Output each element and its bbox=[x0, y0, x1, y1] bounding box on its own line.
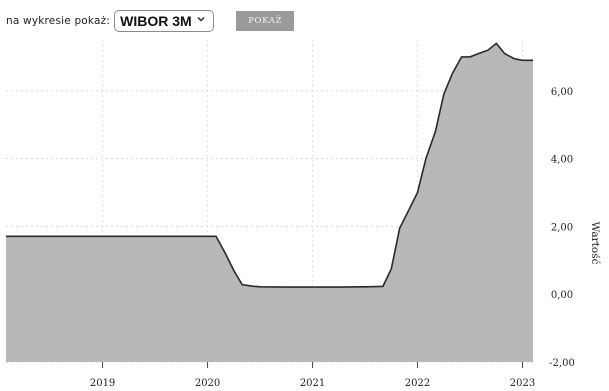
y-tick-label: 2,00 bbox=[551, 222, 573, 233]
series-area bbox=[6, 43, 533, 363]
y-tick-label: 6,00 bbox=[551, 87, 573, 98]
x-tick-label: 2020 bbox=[195, 378, 220, 389]
y-axis-ticks: -2,00 0,00 2,00 4,00 6,00 bbox=[549, 87, 575, 369]
show-button[interactable]: POKAŻ bbox=[236, 11, 295, 31]
indicator-select-value: WIBOR 3M bbox=[120, 13, 192, 29]
show-on-chart-label: na wykresie pokaż: bbox=[6, 15, 111, 27]
y-tick-label: 4,00 bbox=[551, 155, 573, 166]
chevron-down-icon bbox=[197, 17, 205, 22]
x-axis-ticks: 2019 2020 2021 2022 2023 bbox=[90, 362, 535, 389]
x-tick-label: 2021 bbox=[300, 378, 325, 389]
chart-controls: na wykresie pokaż: WIBOR 3M POKAŻ bbox=[6, 8, 295, 34]
x-tick-label: 2022 bbox=[405, 378, 430, 389]
y-tick-label: -2,00 bbox=[549, 358, 575, 369]
series-line bbox=[6, 42, 533, 288]
x-tick-label: 2023 bbox=[510, 378, 535, 389]
y-axis-title: Wartość bbox=[589, 222, 602, 265]
y-tick-label: 0,00 bbox=[551, 290, 573, 301]
x-tick-label: 2019 bbox=[90, 378, 115, 389]
indicator-select[interactable]: WIBOR 3M bbox=[114, 10, 215, 32]
